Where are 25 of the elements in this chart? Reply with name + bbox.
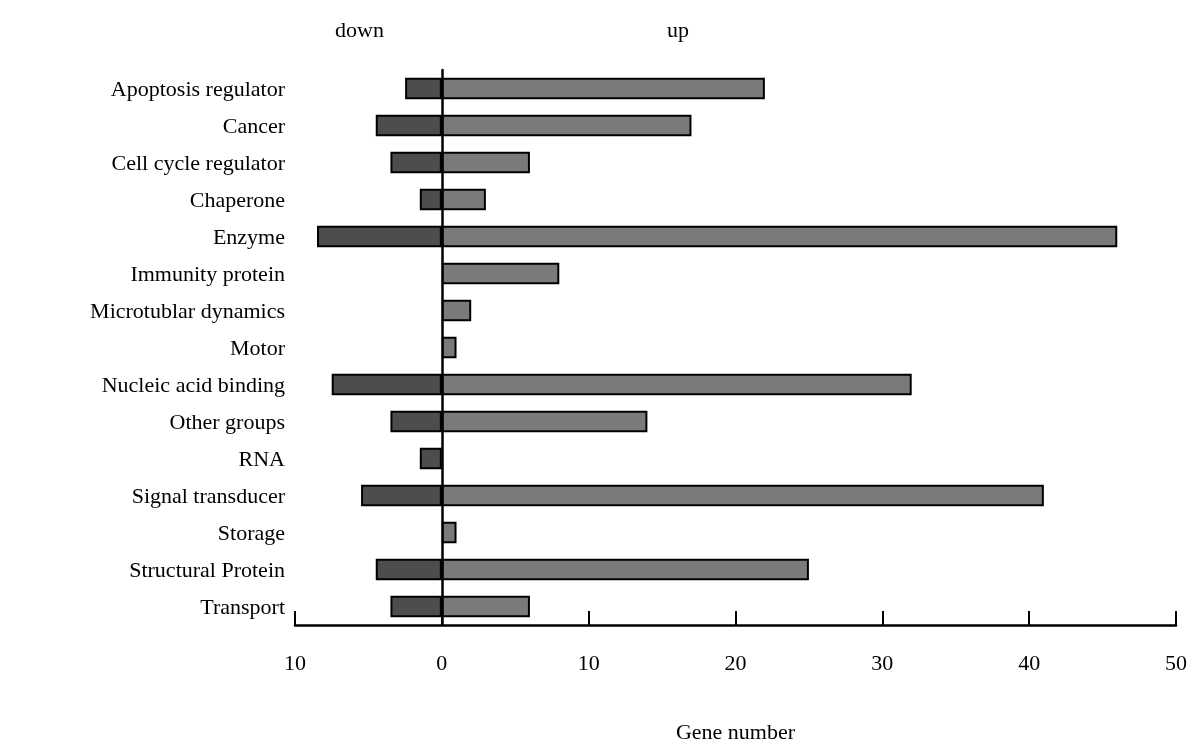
x-axis-title: Gene number <box>675 718 796 744</box>
x-tick-label: 40 <box>1018 649 1041 675</box>
y-tick-label: Other groups <box>169 409 285 434</box>
x-tick-label: 50 <box>1165 649 1187 675</box>
x-tick-label: 0 <box>436 649 448 675</box>
y-tick-label: Cell cycle regulator <box>111 150 286 175</box>
x-tick-label: 30 <box>871 649 894 675</box>
y-tick-label: Cancer <box>222 113 286 138</box>
y-tick-label: Enzyme <box>212 224 285 249</box>
text: up <box>667 16 689 42</box>
y-tick-label: Chaperone <box>189 187 285 212</box>
y-tick-label: Signal transducer <box>131 483 286 508</box>
x-tick-label: 10 <box>284 649 306 675</box>
y-tick-label: Structural Protein <box>129 557 285 582</box>
x-tick-label: 20 <box>724 649 747 675</box>
y-tick-label: RNA <box>238 446 286 471</box>
y-tick-label: Apoptosis regulator <box>110 76 286 101</box>
y-tick-label: Immunity protein <box>130 261 285 286</box>
y-tick-label: Microtublar dynamics <box>90 298 285 323</box>
y-tick-label: Storage <box>217 520 285 545</box>
text: down <box>335 16 384 42</box>
y-tick-label: Motor <box>230 335 286 360</box>
y-tick-label: Nucleic acid binding <box>101 372 285 397</box>
y-tick-label: Transport <box>200 594 285 619</box>
x-tick-label: 10 <box>577 649 600 675</box>
